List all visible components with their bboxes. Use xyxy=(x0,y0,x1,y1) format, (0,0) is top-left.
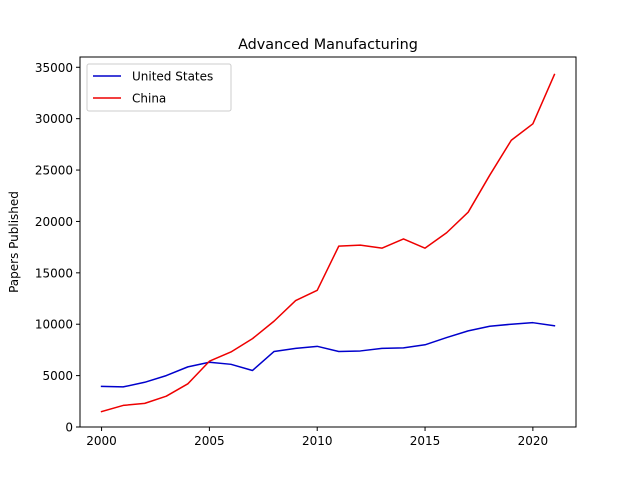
y-tick-label: 15000 xyxy=(35,266,73,280)
x-tick-label: 2020 xyxy=(518,434,549,448)
legend: United States China xyxy=(86,63,232,112)
x-tick-label: 2010 xyxy=(302,434,333,448)
series-line-0 xyxy=(100,321,556,388)
y-tick-label: 10000 xyxy=(35,318,73,332)
plot-area xyxy=(100,73,556,413)
y-axis: 0 5000 10000 15000 20000 25000 30000 35000 xyxy=(35,61,80,435)
x-axis: 2000 2005 2010 2015 2020 xyxy=(86,427,548,448)
series-line-1 xyxy=(100,73,556,413)
y-tick-label: 0 xyxy=(65,421,73,435)
legend-box xyxy=(86,63,232,112)
x-tick-label: 2000 xyxy=(86,434,117,448)
legend-label-1: China xyxy=(132,92,166,106)
y-tick-label: 25000 xyxy=(35,164,73,178)
chart-title: Advanced Manufacturing xyxy=(238,37,418,53)
y-tick-label: 5000 xyxy=(42,369,73,383)
y-tick-label: 20000 xyxy=(35,215,73,229)
axes-frame xyxy=(79,56,577,428)
legend-label-0: United States xyxy=(132,70,213,84)
y-tick-label: 35000 xyxy=(35,61,73,75)
y-tick-label: 30000 xyxy=(35,112,73,126)
x-tick-label: 2015 xyxy=(410,434,441,448)
y-axis-label: Papers Published xyxy=(7,191,21,293)
x-tick-label: 2005 xyxy=(194,434,225,448)
